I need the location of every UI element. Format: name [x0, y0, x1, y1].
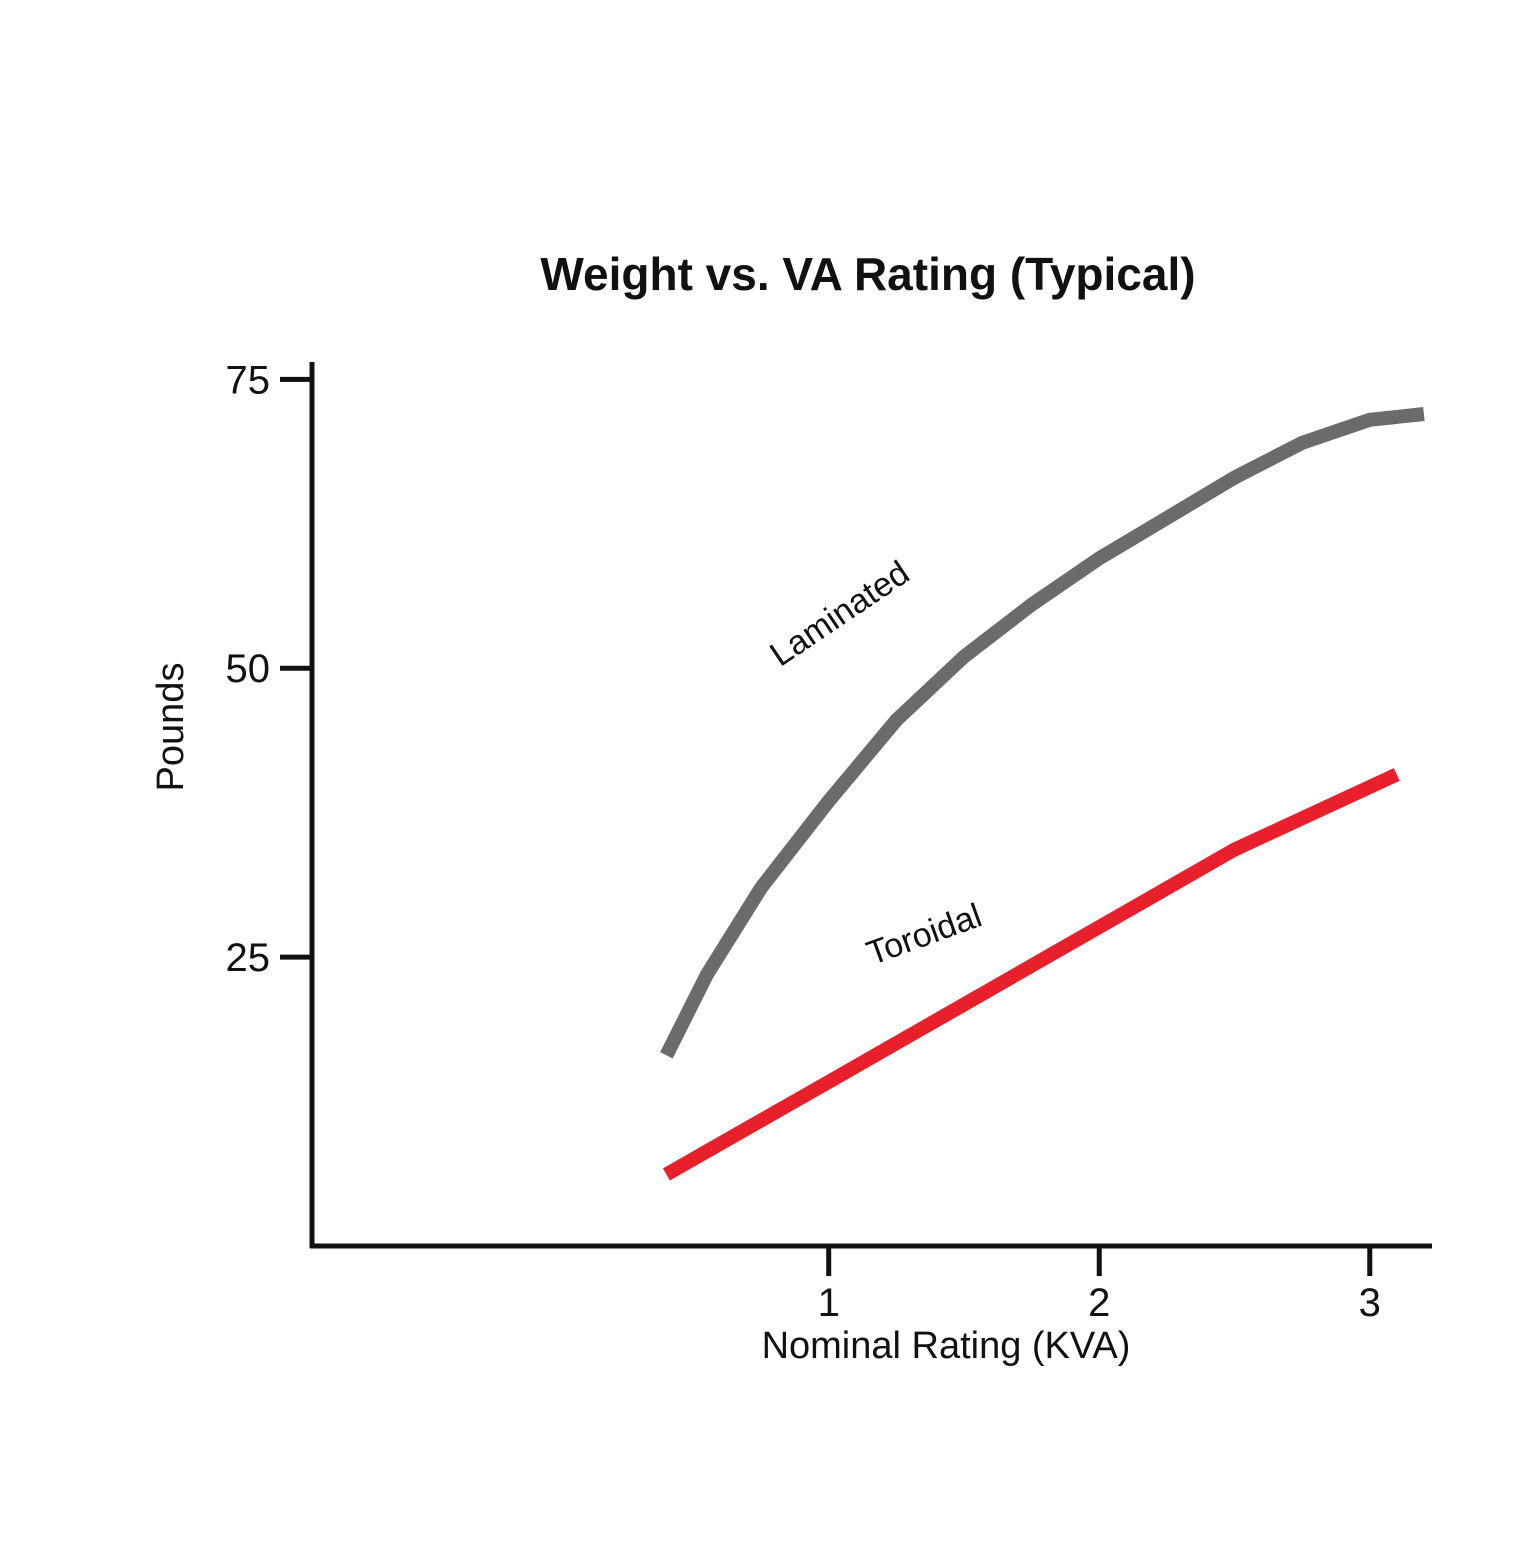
- x-axis-label: Nominal Rating (KVA): [762, 1325, 1131, 1367]
- y-tick-label-50: 50: [226, 647, 271, 691]
- series-label-toroidal: Toroidal: [862, 896, 987, 972]
- series-line-toroidal: [662, 768, 1400, 1181]
- axes: [309, 362, 1432, 1249]
- x-tick-label-3: 3: [1359, 1281, 1381, 1325]
- series-label-laminated: Laminated: [763, 554, 916, 674]
- y-tick-label-75: 75: [226, 358, 271, 402]
- ticks: 25 50 75 1 2 3: [226, 358, 1381, 1325]
- chart-title: Weight vs. VA Rating (Typical): [540, 248, 1195, 300]
- y-tick-label-25: 25: [226, 936, 271, 980]
- series-line-laminated: [660, 407, 1425, 1059]
- x-tick-label-2: 2: [1088, 1281, 1110, 1325]
- y-axis-label: Pounds: [150, 663, 192, 792]
- x-tick-label-1: 1: [818, 1281, 840, 1325]
- series-layer: [660, 407, 1425, 1181]
